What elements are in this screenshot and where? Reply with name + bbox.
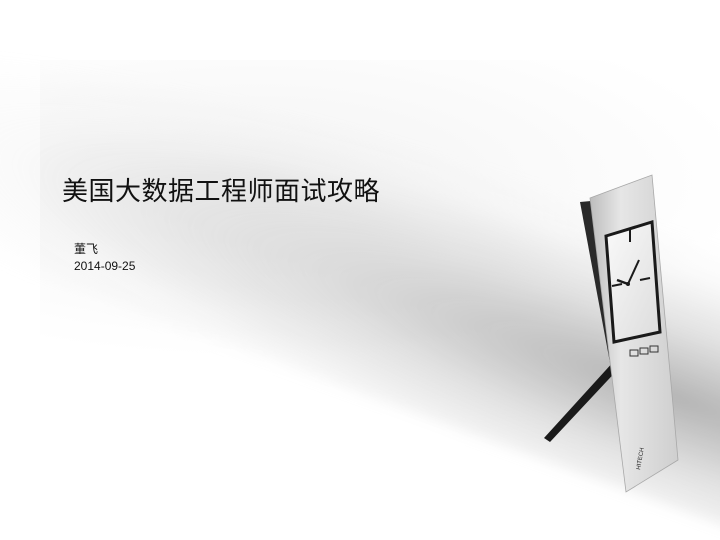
- clock-button-3: [649, 345, 659, 353]
- clock-brand: HITECH: [636, 447, 646, 470]
- clock-face: [604, 220, 662, 344]
- clock-button-2: [639, 347, 649, 355]
- hour-marker-3: [639, 277, 651, 281]
- author-name: 董飞: [74, 242, 99, 256]
- slide-title: 美国大数据工程师面试攻略: [62, 177, 381, 207]
- clock-button-1: [629, 349, 639, 357]
- desk-clock-icon: HITECH: [544, 174, 679, 493]
- hour-marker-9: [611, 283, 623, 287]
- presentation-date: 2014-09-25: [74, 259, 136, 273]
- clock-stand: [544, 360, 622, 442]
- clock-minute-hand: [627, 259, 640, 285]
- clock-center: [626, 282, 630, 286]
